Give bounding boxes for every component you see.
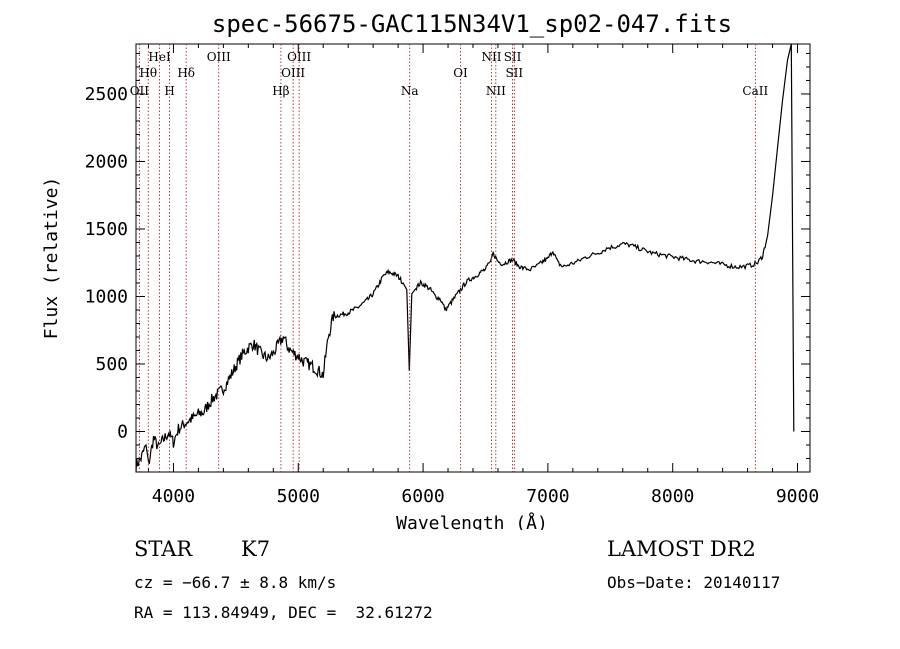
plot-area [135,43,811,473]
y-axis: 0 500 1000 1500 2000 2500 [85,52,810,459]
redshift-velocity: cz = −66.7 ± 8.8 km/s [134,573,337,592]
y-tick-label-2: 1000 [85,286,128,307]
x-axis-label: Wavelength (Å) [396,512,548,530]
spectrum-chart: spec-56675-GAC115N34V1_sp02-047.fits 400… [41,10,819,530]
object-class: STAR [134,537,193,561]
x-tick-label-2: 6000 [401,486,444,507]
coordinates: RA = 113.84949, DEC = 32.61272 [134,603,433,622]
spectral-line-label-15: CaII [742,84,768,98]
spectral-line-label-6: Hβ [272,84,289,98]
x-tick-label-3: 7000 [526,486,569,507]
y-tick-label-5: 2500 [85,84,128,105]
spectral-line-label-12: NII [486,84,506,98]
spectral-line-label-2: HeI [148,50,171,64]
spectral-line-label-13: SII [504,50,522,64]
plot-frame [135,43,811,473]
y-tick-label-3: 1500 [85,219,128,240]
spectral-line-label-14: SII [505,66,523,80]
spectral-line-markers: OIIHθHeIHHδOIIIHβOIIIOIIINaOINIINIISIISI… [130,44,768,472]
x-tick-label-0: 4000 [152,486,195,507]
spectral-line-label-3: H [164,84,174,98]
spectral-line-label-9: Na [401,84,419,98]
y-tick-label-0: 0 [117,421,128,442]
x-tick-label-4: 8000 [651,486,694,507]
chart-title: spec-56675-GAC115N34V1_sp02-047.fits [212,10,732,38]
spectral-line-label-5: OIII [207,50,231,64]
spectral-line-label-0: OII [130,84,150,98]
y-tick-label-4: 2000 [85,151,128,172]
spectral-line-label-8: OIII [287,50,311,64]
spectral-line-label-4: Hδ [177,66,195,80]
spectral-line-label-7: OIII [281,66,305,80]
x-axis: 4000 5000 6000 7000 8000 9000 [147,44,819,507]
spectrum-line [135,43,795,472]
survey-name: LAMOST DR2 [607,537,756,561]
x-tick-label-1: 5000 [277,486,320,507]
subclass: K7 [241,537,271,561]
spectral-line-label-11: NII [481,50,501,64]
spectral-line-label-1: Hθ [139,66,157,80]
spectral-line-label-10: OI [453,66,468,80]
x-tick-label-5: 9000 [776,486,819,507]
y-axis-label: Flux (relative) [41,177,62,340]
observation-date: Obs−Date: 20140117 [607,573,781,592]
y-tick-label-1: 500 [95,354,128,375]
